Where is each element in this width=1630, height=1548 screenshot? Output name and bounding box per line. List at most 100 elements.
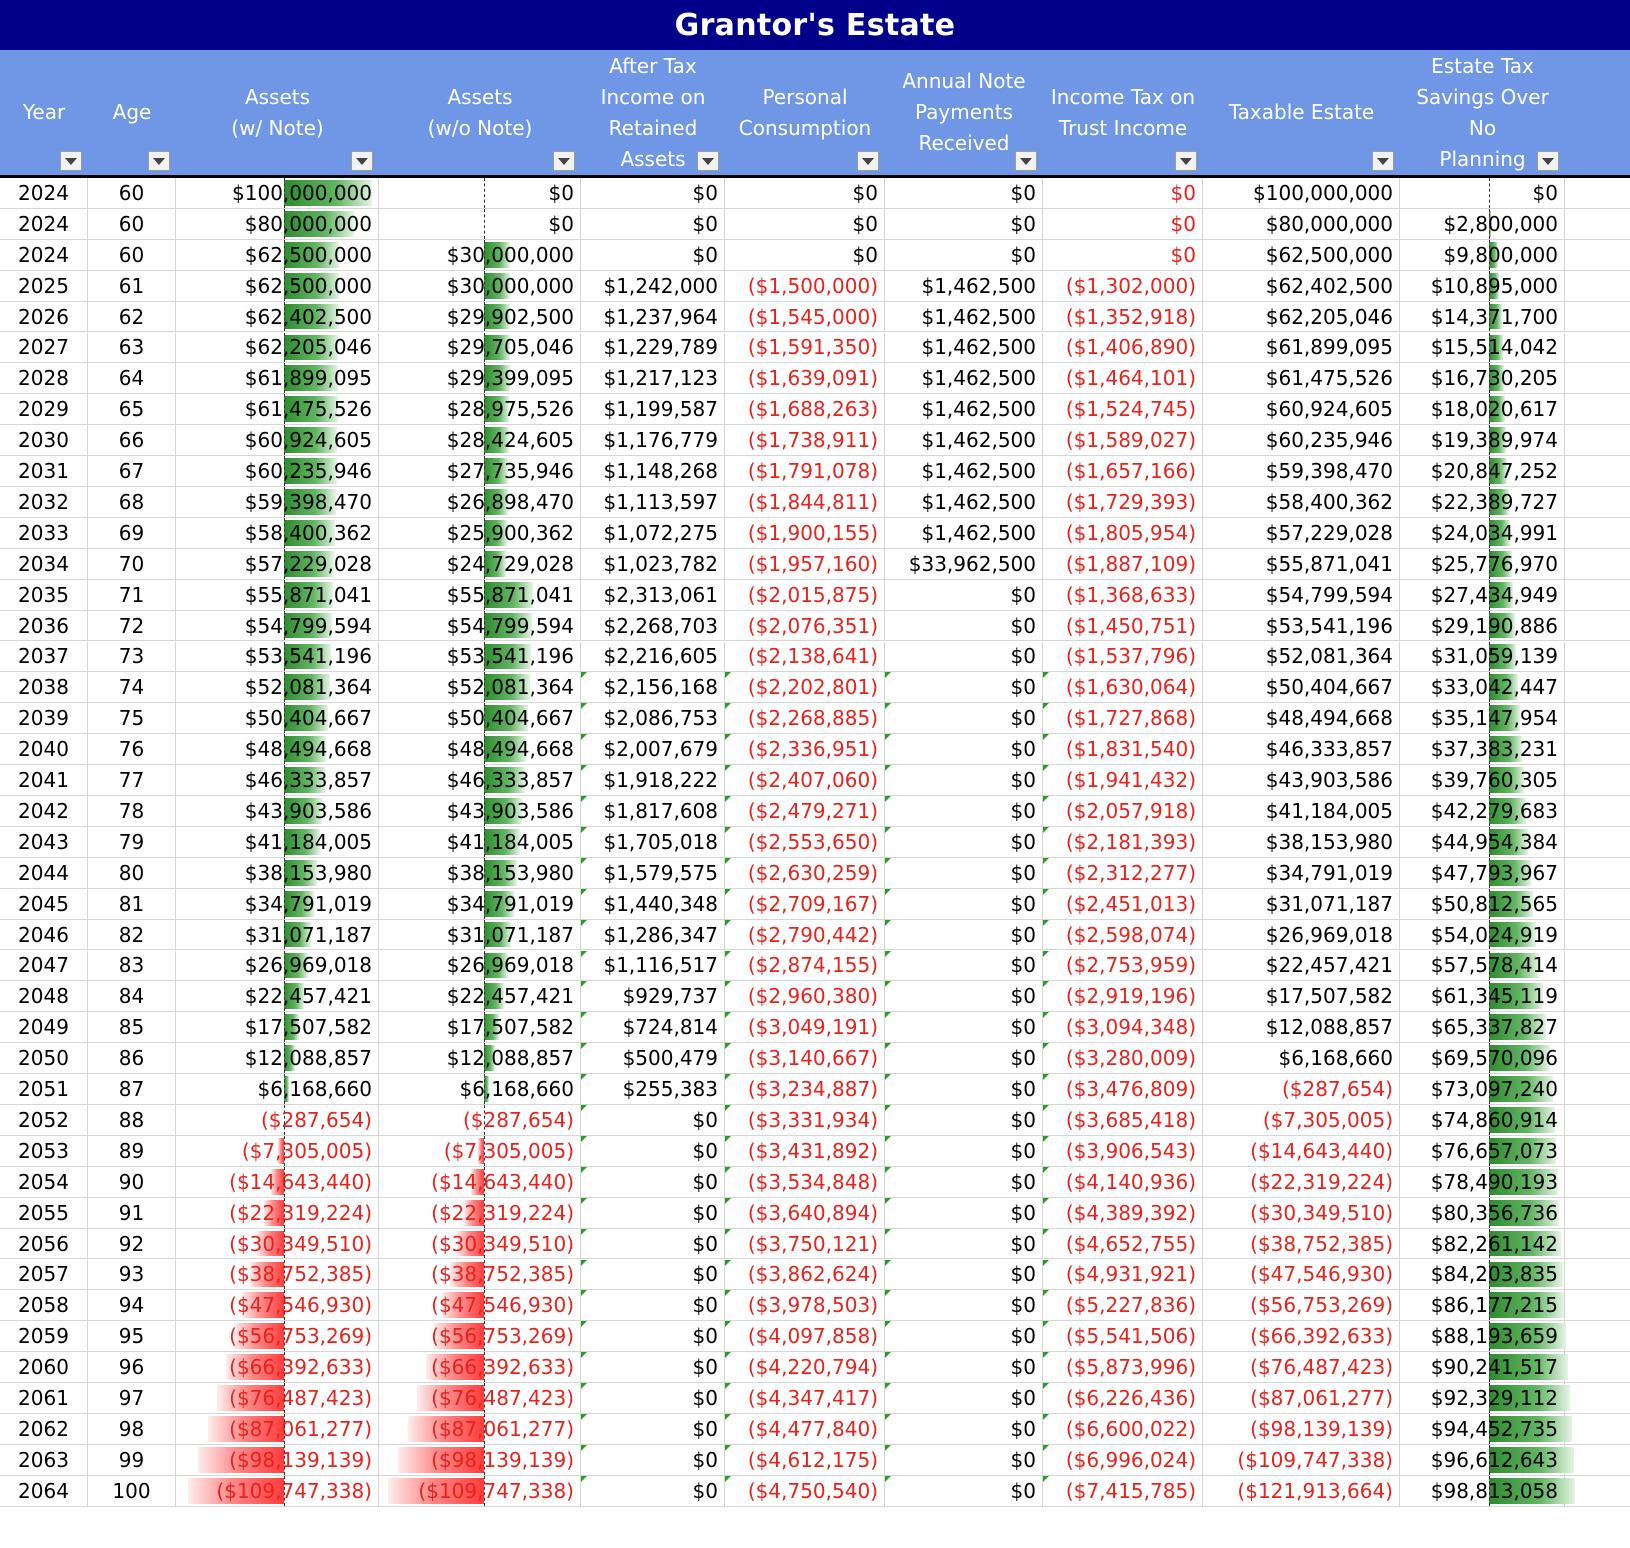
cell-age[interactable]: 70 [88, 548, 176, 579]
cell-income-tax-trust[interactable]: ($1,657,166) [1043, 456, 1203, 486]
cell-personal-consumption[interactable]: ($4,477,840) [725, 1414, 885, 1444]
cell-assets-no-note[interactable]: ($47,546,930) [379, 1290, 581, 1321]
cell-note-payments[interactable]: $0 [885, 1135, 1043, 1166]
cell-after-tax-income[interactable]: $929,737 [581, 981, 725, 1012]
cell-income-tax-trust[interactable]: ($1,887,109) [1043, 548, 1203, 579]
cell-year[interactable]: 2053 [0, 1135, 88, 1166]
cell-after-tax-income[interactable]: $500,479 [581, 1043, 725, 1074]
cell-age[interactable]: 61 [88, 270, 176, 301]
cell-taxable-estate[interactable]: $46,333,857 [1203, 734, 1400, 765]
cell-estate-tax-savings[interactable]: $16,730,205 [1400, 363, 1565, 394]
cell-assets-note[interactable]: ($287,654) [176, 1105, 379, 1135]
cell-estate-tax-savings[interactable]: $92,329,112 [1400, 1383, 1570, 1413]
cell-age[interactable]: 79 [88, 826, 176, 857]
cell-assets-note[interactable]: $43,903,586 [176, 796, 379, 826]
cell-income-tax-trust[interactable]: ($4,140,936) [1043, 1166, 1203, 1197]
cell-year[interactable]: 2054 [0, 1166, 88, 1197]
cell-after-tax-income[interactable]: $1,286,347 [581, 919, 725, 950]
cell-personal-consumption[interactable]: ($4,612,175) [725, 1444, 885, 1475]
cell-assets-note[interactable]: ($76,487,423) [176, 1383, 379, 1413]
cell-assets-no-note[interactable]: ($22,319,224) [379, 1197, 581, 1228]
cell-assets-no-note[interactable]: $43,903,586 [379, 796, 581, 826]
cell-personal-consumption[interactable]: ($2,630,259) [725, 857, 885, 888]
cell-year[interactable]: 2047 [0, 950, 88, 981]
cell-note-payments[interactable]: $0 [885, 178, 1043, 208]
cell-note-payments[interactable]: $1,462,500 [885, 332, 1043, 363]
cell-note-payments[interactable]: $1,462,500 [885, 487, 1043, 517]
cell-estate-tax-savings[interactable]: $2,800,000 [1400, 208, 1565, 239]
cell-taxable-estate[interactable]: $41,184,005 [1203, 796, 1400, 826]
cell-assets-note[interactable]: $60,235,946 [176, 456, 379, 486]
cell-assets-note[interactable]: ($109,747,338) [176, 1475, 379, 1506]
cell-note-payments[interactable]: $0 [885, 703, 1043, 734]
cell-estate-tax-savings[interactable]: $31,059,139 [1400, 641, 1565, 672]
cell-taxable-estate[interactable]: ($98,139,139) [1203, 1414, 1400, 1444]
cell-year[interactable]: 2025 [0, 270, 88, 301]
cell-personal-consumption[interactable]: ($3,049,191) [725, 1012, 885, 1043]
cell-year[interactable]: 2058 [0, 1290, 88, 1321]
cell-assets-no-note[interactable]: $53,541,196 [379, 641, 581, 672]
cell-note-payments[interactable]: $0 [885, 1228, 1043, 1259]
cell-estate-tax-savings[interactable]: $86,177,215 [1400, 1290, 1565, 1321]
cell-note-payments[interactable]: $0 [885, 1074, 1043, 1104]
cell-assets-note[interactable]: $61,899,095 [176, 363, 379, 394]
cell-assets-note[interactable]: ($87,061,277) [176, 1414, 379, 1444]
cell-taxable-estate[interactable]: ($121,913,664) [1203, 1475, 1400, 1506]
cell-personal-consumption[interactable]: ($2,407,060) [725, 765, 885, 795]
cell-income-tax-trust[interactable]: ($2,181,393) [1043, 826, 1203, 857]
cell-income-tax-trust[interactable]: ($5,541,506) [1043, 1321, 1203, 1352]
cell-personal-consumption[interactable]: $0 [725, 239, 885, 270]
cell-assets-no-note[interactable]: $46,333,857 [379, 765, 581, 795]
cell-personal-consumption[interactable]: ($4,220,794) [725, 1352, 885, 1383]
cell-assets-no-note[interactable]: $28,975,526 [379, 394, 581, 425]
cell-note-payments[interactable]: $0 [885, 1166, 1043, 1197]
cell-age[interactable]: 64 [88, 363, 176, 394]
cell-assets-note[interactable]: $62,500,000 [176, 270, 379, 301]
cell-estate-tax-savings[interactable]: $78,490,193 [1400, 1166, 1565, 1197]
cell-age[interactable]: 88 [88, 1105, 176, 1135]
cell-year[interactable]: 2028 [0, 363, 88, 394]
cell-personal-consumption[interactable]: ($2,960,380) [725, 981, 885, 1012]
cell-after-tax-income[interactable]: $2,007,679 [581, 734, 725, 765]
cell-age[interactable]: 87 [88, 1074, 176, 1104]
cell-assets-no-note[interactable]: ($76,487,423) [379, 1383, 581, 1413]
cell-assets-no-note[interactable]: ($109,747,338) [379, 1475, 581, 1506]
cell-age[interactable]: 95 [88, 1321, 176, 1352]
cell-estate-tax-savings[interactable]: $0 [1400, 178, 1565, 208]
cell-assets-note[interactable]: ($30,349,510) [176, 1228, 379, 1259]
cell-age[interactable]: 93 [88, 1259, 176, 1290]
cell-income-tax-trust[interactable]: ($3,685,418) [1043, 1105, 1203, 1135]
cell-after-tax-income[interactable]: $1,229,789 [581, 332, 725, 363]
cell-income-tax-trust[interactable]: ($1,941,432) [1043, 765, 1203, 795]
cell-assets-note[interactable]: ($56,753,269) [176, 1321, 379, 1352]
cell-age[interactable]: 65 [88, 394, 176, 425]
cell-assets-note[interactable]: $57,229,028 [176, 548, 379, 579]
cell-age[interactable]: 69 [88, 517, 176, 548]
cell-assets-no-note[interactable]: ($30,349,510) [379, 1228, 581, 1259]
cell-age[interactable]: 71 [88, 579, 176, 610]
filter-dropdown-icon[interactable] [1175, 151, 1197, 171]
cell-after-tax-income[interactable]: $1,705,018 [581, 826, 725, 857]
cell-note-payments[interactable]: $1,462,500 [885, 394, 1043, 425]
cell-income-tax-trust[interactable]: ($2,598,074) [1043, 919, 1203, 950]
cell-assets-note[interactable]: $6,168,660 [176, 1074, 379, 1104]
cell-taxable-estate[interactable]: ($287,654) [1203, 1074, 1400, 1104]
cell-personal-consumption[interactable]: ($2,336,951) [725, 734, 885, 765]
cell-note-payments[interactable]: $0 [885, 672, 1043, 703]
cell-year[interactable]: 2064 [0, 1475, 88, 1506]
cell-note-payments[interactable]: $0 [885, 239, 1043, 270]
cell-age[interactable]: 91 [88, 1197, 176, 1228]
cell-estate-tax-savings[interactable]: $35,147,954 [1400, 703, 1565, 734]
cell-personal-consumption[interactable]: ($2,874,155) [725, 950, 885, 981]
cell-income-tax-trust[interactable]: ($2,312,277) [1043, 857, 1203, 888]
cell-assets-no-note[interactable]: $29,705,046 [379, 332, 581, 363]
cell-taxable-estate[interactable]: $60,924,605 [1203, 394, 1400, 425]
cell-note-payments[interactable]: $0 [885, 857, 1043, 888]
cell-assets-note[interactable]: $55,871,041 [176, 579, 379, 610]
cell-assets-note[interactable]: $100,000,000 [176, 178, 379, 208]
cell-after-tax-income[interactable]: $1,072,275 [581, 517, 725, 548]
cell-personal-consumption[interactable]: ($2,709,167) [725, 888, 885, 919]
cell-note-payments[interactable]: $0 [885, 734, 1043, 765]
cell-age[interactable]: 63 [88, 332, 176, 363]
cell-year[interactable]: 2043 [0, 826, 88, 857]
